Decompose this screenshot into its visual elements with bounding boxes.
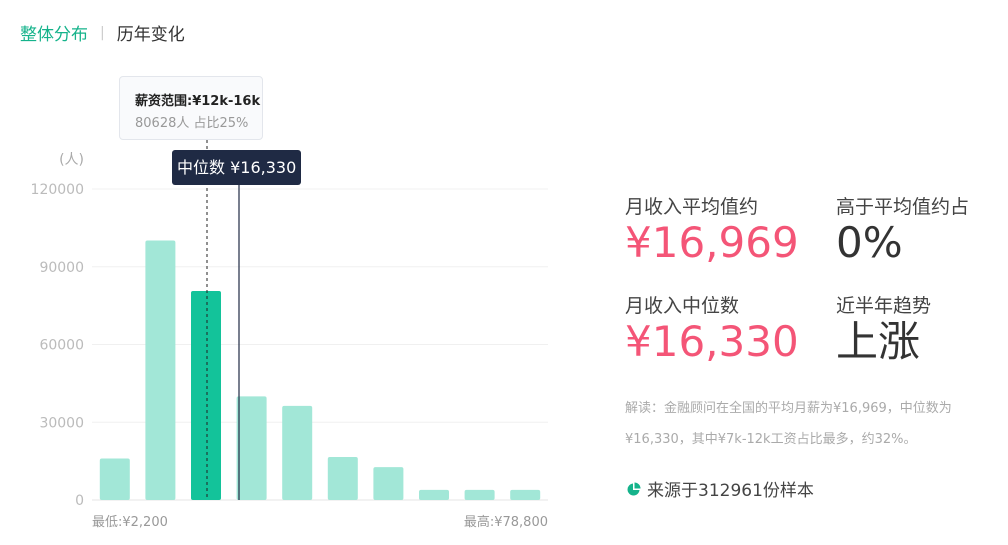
stat-value: 0% bbox=[836, 218, 903, 267]
stat-label: 高于平均值约占 bbox=[836, 196, 970, 218]
bar[interactable] bbox=[419, 489, 449, 500]
y-tick-label: 90000 bbox=[39, 260, 84, 276]
x-max-label: 最高:¥78,800 bbox=[464, 514, 548, 530]
stat-value: ¥16,969 bbox=[625, 218, 799, 267]
bar[interactable] bbox=[464, 489, 495, 500]
stat-above-average: 高于平均值约占 0% bbox=[836, 192, 969, 267]
stat-label: 月收入中位数 bbox=[625, 295, 740, 317]
tab-overall-distribution[interactable]: 整体分布 bbox=[20, 25, 88, 45]
tab-yearly-change[interactable]: 历年变化 bbox=[116, 25, 185, 45]
interpretation-text: 解读：金融顾问在全国的平均月薪为¥16,969，中位数为¥16,330，其中¥7… bbox=[625, 401, 952, 447]
bar[interactable] bbox=[510, 489, 541, 500]
bar-tooltip: 薪资范围:¥12k-16k 80628人 占比25% bbox=[119, 76, 263, 140]
salary-distribution-chart: (人) 0 30000 60000 90000 120000 最低:¥2,200 最高:… bbox=[31, 140, 548, 530]
bar[interactable] bbox=[327, 456, 358, 500]
tab-separator: | bbox=[100, 24, 105, 41]
stat-label: 月收入平均值约 bbox=[625, 196, 759, 218]
sample-source: 来源于312961份样本 bbox=[627, 476, 814, 501]
y-tick-label: 30000 bbox=[39, 415, 84, 431]
bar[interactable] bbox=[236, 396, 267, 500]
median-badge: 中位数 ¥16,330 bbox=[172, 150, 302, 185]
bar[interactable] bbox=[282, 405, 313, 500]
pie-chart-icon bbox=[627, 482, 641, 495]
tooltip-detail: 80628人 占比25% bbox=[135, 116, 249, 131]
bar[interactable] bbox=[99, 458, 130, 500]
stat-median: 月收入中位数 ¥16,330 bbox=[625, 291, 799, 366]
tooltip-title: 薪资范围:¥12k-16k bbox=[135, 94, 261, 109]
stat-average: 月收入平均值约 ¥16,969 bbox=[625, 192, 799, 267]
x-min-label: 最低:¥2,200 bbox=[92, 515, 168, 530]
bar-highlighted[interactable] bbox=[191, 291, 221, 500]
stat-value: 上涨 bbox=[836, 317, 921, 366]
y-tick-label: 120000 bbox=[31, 182, 84, 198]
tabs: 整体分布 | 历年变化 bbox=[20, 20, 185, 46]
y-axis-unit: (人) bbox=[59, 152, 84, 168]
stat-trend: 近半年趋势 上涨 bbox=[836, 291, 931, 366]
bar[interactable] bbox=[145, 240, 176, 500]
bar[interactable] bbox=[373, 467, 404, 500]
y-tick-label: 0 bbox=[75, 493, 84, 509]
stat-value: ¥16,330 bbox=[625, 317, 799, 366]
stat-label: 近半年趋势 bbox=[836, 295, 932, 317]
source-text: 来源于312961份样本 bbox=[647, 481, 814, 501]
y-tick-label: 60000 bbox=[39, 338, 84, 354]
